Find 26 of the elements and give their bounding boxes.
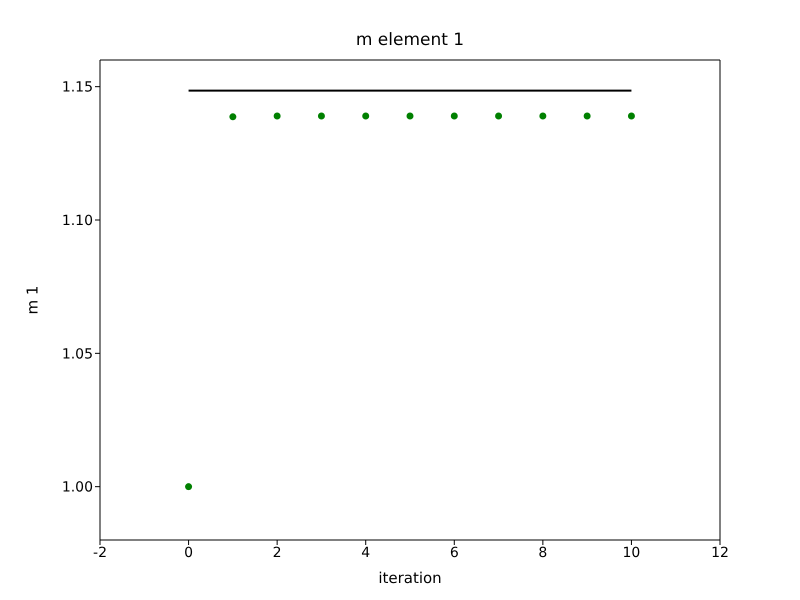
x-axis-title: iteration	[378, 569, 442, 587]
x-tick-label: -2	[93, 544, 107, 561]
y-tick-label: 1.05	[62, 346, 93, 362]
point	[539, 112, 546, 120]
y-tick-label: 1.10	[62, 212, 93, 229]
point	[628, 112, 635, 120]
y-tick-label: 1.15	[62, 80, 93, 96]
point	[229, 113, 236, 120]
point	[362, 112, 370, 120]
point	[406, 112, 414, 120]
chart-title: m element 1	[354, 30, 466, 50]
x-tick-label: 2	[272, 544, 282, 561]
y-tick-label: 1.00	[62, 480, 93, 496]
x-tick-label: 12	[711, 544, 729, 561]
x-tick-label: 8	[538, 544, 548, 561]
point	[318, 112, 325, 120]
point	[584, 112, 591, 120]
y-axis-title: m 1	[23, 286, 42, 314]
point	[185, 483, 192, 490]
x-tick-label: 10	[622, 544, 640, 561]
x-tick-label: 4	[361, 544, 370, 561]
x-tick-label: 0	[184, 544, 194, 561]
point	[450, 112, 458, 120]
x-tick-label: 6	[450, 544, 459, 561]
point	[495, 112, 502, 120]
point	[274, 112, 281, 120]
